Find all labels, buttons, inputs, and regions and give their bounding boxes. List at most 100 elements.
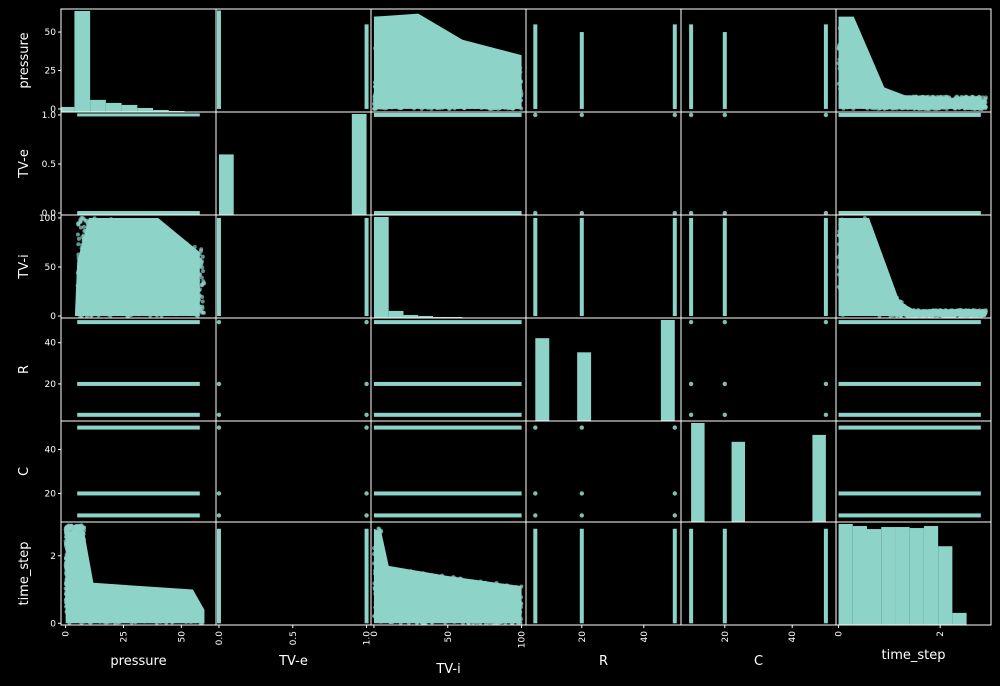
hist-bar <box>61 106 75 112</box>
scatter-point <box>201 269 206 274</box>
scatter-point <box>216 319 222 325</box>
scatter-band <box>823 24 828 109</box>
cell-marks <box>691 423 826 522</box>
cell-marks <box>689 24 828 109</box>
cell-marks <box>216 319 369 418</box>
scatter-point <box>364 425 369 430</box>
scatter-point <box>364 491 369 496</box>
scatter-density <box>74 217 200 317</box>
scatter-band <box>373 412 522 417</box>
scatter-point <box>823 112 829 118</box>
scatter-point <box>216 425 222 430</box>
scatter-band <box>838 112 981 117</box>
scatter-point <box>533 112 538 118</box>
scatter-band <box>77 513 200 518</box>
scatter-point <box>823 381 829 387</box>
scatter-point <box>688 112 694 118</box>
scatter-point <box>78 218 83 223</box>
hist-bar <box>90 99 106 112</box>
scatter-band <box>373 425 522 430</box>
scatter-point <box>533 513 538 518</box>
scatter-point <box>216 412 222 418</box>
scatter-band <box>838 211 981 215</box>
hist-bar <box>812 434 826 522</box>
scatter-point <box>82 224 87 229</box>
cell-marks <box>218 114 367 215</box>
scatter-point <box>79 527 84 532</box>
hist-bar <box>121 104 138 112</box>
scatter-point <box>672 112 677 118</box>
cell-marks <box>838 320 981 417</box>
cell-marks <box>836 215 988 318</box>
cell-marks <box>216 425 369 518</box>
cell-marks <box>77 113 200 215</box>
cell-marks <box>533 24 677 109</box>
scatter-band <box>373 112 522 117</box>
cell-marks <box>533 112 677 215</box>
scatter-band <box>689 217 694 317</box>
scatter-point <box>201 279 206 284</box>
hist-bar <box>418 315 433 318</box>
scatter-band <box>373 491 522 496</box>
scatter-point <box>63 527 68 532</box>
scatter-band <box>838 513 981 518</box>
scatter-point <box>76 242 81 247</box>
scatter-point <box>579 425 584 430</box>
scatter-band <box>77 491 200 496</box>
scatter-point <box>200 299 205 304</box>
scatter-band <box>373 381 522 386</box>
scatter-band <box>838 381 981 386</box>
scatter-band <box>533 217 538 317</box>
scatter-point <box>200 254 205 259</box>
scatter-band <box>722 217 727 317</box>
cell-pressure-vs-pressure <box>60 8 217 113</box>
scatter-band <box>216 217 221 317</box>
hist-bar <box>447 316 463 318</box>
scatter-density <box>65 532 205 624</box>
hist-bar <box>388 310 404 318</box>
cell-TV-i-vs-time_step <box>835 214 992 319</box>
scatter-point <box>722 112 728 118</box>
scatter-point <box>983 95 988 100</box>
scatter-point <box>216 491 222 496</box>
scatter-point <box>823 319 829 325</box>
scatter-point <box>201 310 206 315</box>
scatter-point <box>722 319 728 325</box>
scatter-point <box>977 94 982 99</box>
hist-bar <box>433 316 448 318</box>
cell-pressure-vs-TV-i <box>370 8 527 113</box>
cell-marks <box>77 320 200 417</box>
cell-marks <box>373 320 522 417</box>
scatter-band <box>77 320 200 325</box>
cell-marks <box>216 217 369 317</box>
scatter-point <box>199 262 204 267</box>
hist-bar <box>351 114 367 215</box>
cell-R-vs-R <box>525 317 682 422</box>
cell-marks <box>688 319 829 418</box>
hist-bar <box>105 102 122 112</box>
scatter-point <box>980 95 985 100</box>
scatter-point <box>364 513 369 518</box>
cell-marks <box>61 11 216 112</box>
cell-marks <box>372 13 524 111</box>
scatter-band <box>77 113 200 117</box>
cell-marks <box>373 217 522 318</box>
hist-bar <box>577 352 592 421</box>
scatter-point <box>76 236 81 241</box>
scatter-band <box>838 425 981 430</box>
cell-marks <box>836 16 988 111</box>
cell-marks <box>533 217 677 317</box>
scatter-band <box>838 320 981 325</box>
cell-TV-i-vs-pressure <box>60 214 217 319</box>
scatter-band <box>838 412 981 417</box>
cell-time_step-vs-pressure <box>60 521 217 626</box>
scatter-point <box>75 232 80 237</box>
scatter-band <box>373 513 522 518</box>
cell-marks <box>216 528 369 624</box>
scatter-point <box>533 210 538 215</box>
cell-marks <box>838 112 981 215</box>
hist-bar <box>691 423 705 522</box>
scatter-band <box>672 217 677 317</box>
scatter-point <box>216 513 222 518</box>
